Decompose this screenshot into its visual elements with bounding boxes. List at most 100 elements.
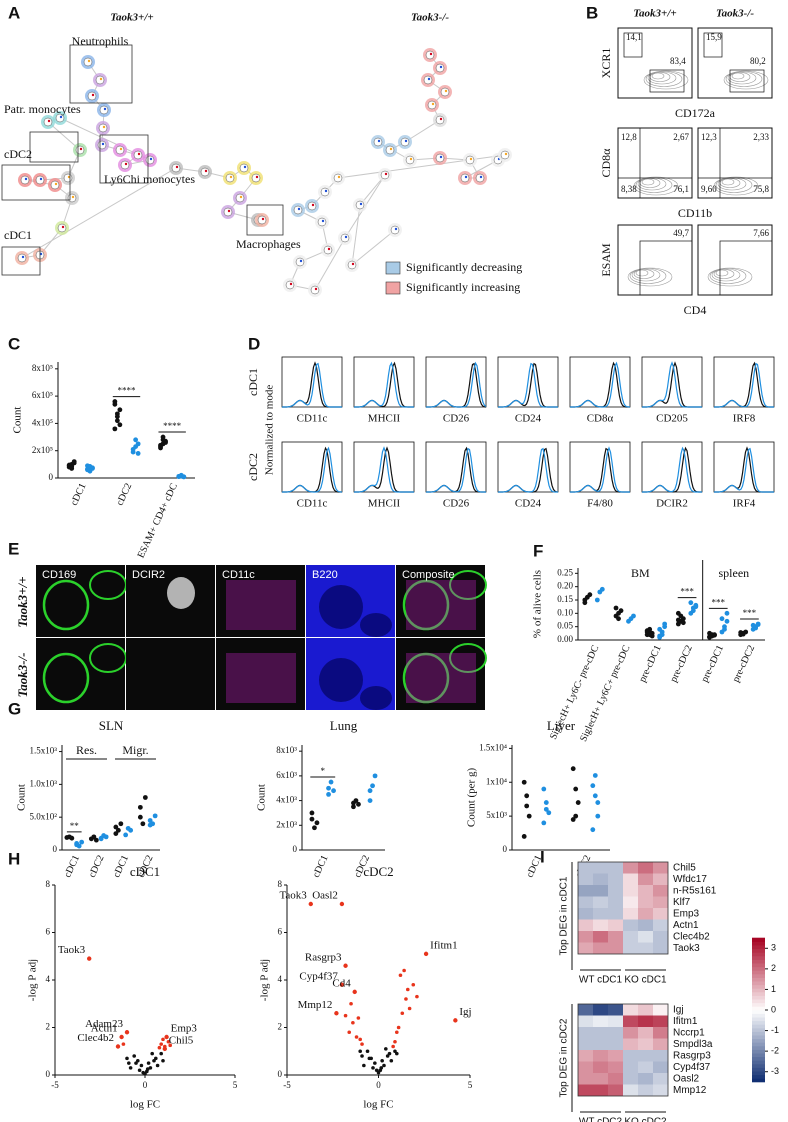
data-point [712, 632, 717, 638]
decoration [355, 200, 365, 210]
decoration [42, 579, 90, 631]
decoration [635, 269, 649, 277]
heatmap-cell [638, 1027, 653, 1039]
heatmap-cell [653, 1027, 668, 1039]
decoration [75, 145, 85, 155]
data-point [524, 803, 530, 809]
decoration [216, 565, 305, 637]
decoration [321, 219, 325, 223]
y-tick-label: 0.05 [557, 621, 573, 631]
decoration [99, 134, 149, 184]
y-tick-label: 2x10³ [276, 819, 297, 829]
decoration [703, 32, 723, 58]
labeled-point [87, 956, 92, 961]
decoration [449, 643, 487, 673]
channel-label: B220 [312, 569, 338, 581]
data-point [159, 1042, 163, 1046]
data-point [360, 1054, 364, 1058]
decoration [319, 658, 363, 702]
decoration [464, 175, 468, 179]
decoration [429, 52, 433, 56]
panel-title: Taok3-/- [411, 12, 449, 24]
gate-value: 83,4 [670, 56, 686, 66]
decoration [752, 1078, 765, 1083]
decoration [752, 944, 765, 950]
decoration [319, 585, 363, 629]
data-point [128, 827, 134, 833]
data-point [371, 1066, 375, 1070]
decoration [426, 446, 486, 493]
heatmap-cell [638, 1061, 653, 1073]
decoration [293, 205, 303, 215]
decoration [95, 75, 105, 85]
x-axis-label: CD11b [678, 206, 712, 220]
heatmap-cell [653, 1004, 668, 1016]
data-point [592, 773, 598, 778]
heatmap-cell [593, 1027, 608, 1039]
decoration [200, 167, 210, 177]
y-tick-label: 6 [46, 927, 51, 937]
decoration [631, 268, 661, 282]
data-point [137, 1068, 142, 1073]
data-point [384, 1047, 388, 1051]
heatmap-cell [578, 873, 593, 885]
decoration [282, 361, 342, 408]
data-point [395, 1030, 399, 1035]
y-tick-label: 1.5x10⁴ [479, 742, 507, 752]
heatmap-cell [578, 908, 593, 920]
labeled-point [453, 1018, 458, 1023]
row-label: n-R5s161 [673, 885, 717, 896]
heatmap-cell [608, 908, 623, 920]
heatmap-cell [578, 885, 593, 897]
channel-label: Composite [402, 569, 455, 581]
data-point [150, 1051, 154, 1056]
heatmap-cell [653, 931, 668, 943]
x-tick-label: 5 [468, 1080, 473, 1090]
significance: ** [70, 821, 80, 831]
decoration [115, 145, 125, 155]
data-point [599, 586, 605, 592]
heatmap-cell [608, 1015, 623, 1027]
data-point [675, 617, 681, 623]
decoration [55, 113, 65, 123]
decoration [713, 176, 759, 196]
colorbar-tick-label: 2 [771, 963, 776, 973]
data-point [546, 810, 552, 816]
y-tick-label: 4 [46, 974, 51, 984]
decoration [1, 164, 71, 201]
group-label: KO cDC2 [624, 1117, 667, 1122]
decoration [119, 147, 123, 151]
x-tick-label: 0 [376, 1080, 381, 1090]
decoration [752, 1024, 765, 1029]
decoration [635, 177, 673, 193]
data-point [541, 786, 547, 792]
heatmap-cell [623, 919, 638, 931]
y-tick-label: 8 [278, 879, 283, 889]
decoration [124, 162, 128, 166]
data-point [592, 793, 598, 799]
panel-label: E [8, 539, 19, 558]
heatmap-cell [653, 1084, 668, 1096]
legend-label: Significantly increasing [406, 280, 520, 294]
decoration [246, 204, 284, 236]
decoration [752, 1009, 765, 1014]
marker-label: MHCII [368, 498, 401, 510]
legend-swatch [385, 261, 401, 275]
decoration [642, 361, 702, 408]
decoration [285, 280, 295, 290]
heatmap-cell [638, 1015, 653, 1027]
decoration [642, 446, 702, 493]
decoration [102, 125, 106, 129]
heatmap-cell [593, 1015, 608, 1027]
data-point [309, 810, 315, 816]
decoration [444, 89, 448, 93]
decoration [752, 1045, 765, 1050]
data-point [379, 1066, 384, 1070]
data-point [396, 1025, 401, 1030]
data-point [331, 788, 336, 794]
gate-value: 12,3 [701, 132, 717, 142]
decoration [353, 441, 415, 493]
heatmap-cell [608, 896, 623, 908]
row-label: cDC2 [246, 453, 260, 481]
group-label: spleen [719, 566, 750, 580]
